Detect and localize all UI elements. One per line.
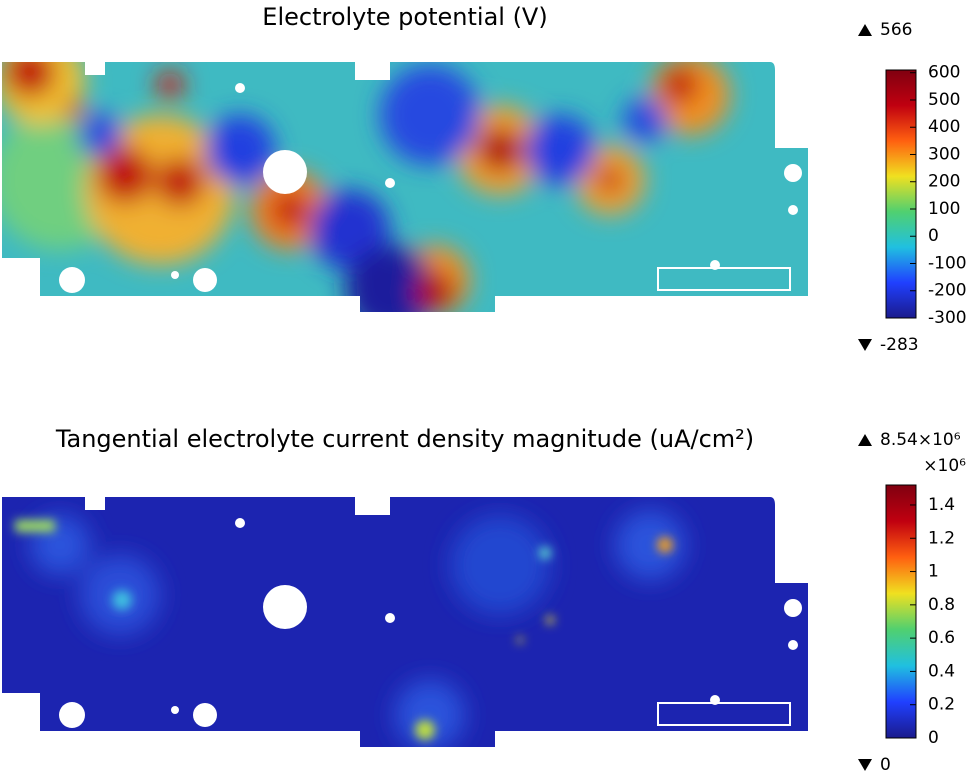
colorbar-tick-label: 300	[928, 144, 960, 164]
min-value: -283	[880, 335, 919, 355]
colorbar-tick-label: 500	[928, 90, 960, 110]
min-arrow	[858, 759, 872, 771]
chart-title: Tangential electrolyte current density m…	[55, 425, 754, 453]
colorbar-tick-label: 0	[928, 728, 939, 748]
max-value: 566	[880, 20, 912, 40]
colorbar-tick-label: 400	[928, 117, 960, 137]
colorbar-tick-label: 100	[928, 199, 960, 219]
colorbar-tick-label: 1	[928, 562, 939, 582]
min-value: 0	[880, 755, 891, 775]
colorbar-tick-label: 200	[928, 172, 960, 192]
colorbar-tick-label: -100	[928, 253, 967, 273]
current-density-field	[2, 497, 808, 747]
colorbar	[885, 69, 917, 319]
max-value: 8.54×10⁶	[880, 430, 961, 450]
colorbar-multiplier: ×10⁶	[923, 456, 966, 476]
colorbar-tick-label: -300	[928, 308, 967, 328]
max-arrow	[858, 434, 872, 446]
colorbar	[885, 484, 917, 739]
colorbar-tick-label: 0	[928, 226, 939, 246]
colorbar-tick-label: -200	[928, 281, 967, 301]
colorbar-tick-label: 0.4	[928, 661, 955, 681]
max-arrow	[858, 24, 872, 36]
potential-field	[2, 62, 808, 312]
chart-title: Electrolyte potential (V)	[262, 3, 547, 31]
colorbar-tick-label: 1.4	[928, 495, 955, 515]
colorbar-tick-label: 0.2	[928, 695, 955, 715]
colorbar-tick-label: 1.2	[928, 528, 955, 548]
min-arrow	[858, 339, 872, 351]
colorbar-tick-label: 600	[928, 63, 960, 83]
colorbar-tick-label: 0.8	[928, 595, 955, 615]
colorbar-tick-label: 0.6	[928, 628, 955, 648]
